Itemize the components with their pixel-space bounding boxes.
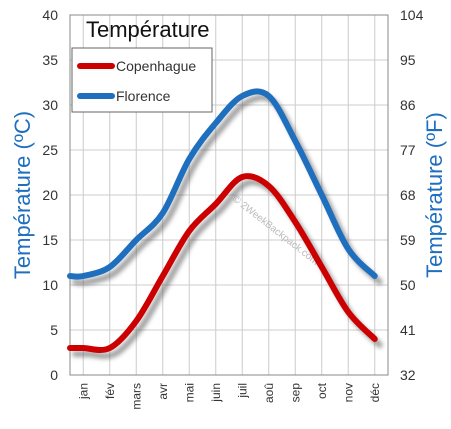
x-tick-labels: jan fév mars avr mai juin juil aoû sep oct nov déc (76, 382, 382, 409)
x-tick-label: avr (156, 383, 170, 400)
x-tick-label: déc (368, 383, 382, 402)
x-tick-label: juin (209, 383, 223, 403)
x-tick-label: juil (235, 383, 249, 399)
x-tick-label: jan (76, 383, 90, 400)
legend: Copenhague Florence (71, 47, 213, 113)
left-y-tick-label: 25 (42, 142, 58, 158)
right-y-tick-label: 32 (400, 367, 416, 383)
right-y-tick-label: 104 (400, 7, 424, 23)
right-y-tick-label: 86 (400, 97, 416, 113)
left-y-tick-label: 40 (42, 7, 58, 23)
x-tick-label: aoû (262, 383, 276, 403)
x-tick-label: mai (182, 383, 196, 402)
left-y-tick-label: 10 (42, 277, 58, 293)
right-y-tick-label: 50 (400, 277, 416, 293)
x-tick-label: sep (288, 383, 302, 403)
series-line-copenhague (67, 173, 378, 353)
left-y-tick-label: 5 (50, 322, 58, 338)
x-tick-label: mars (129, 383, 143, 410)
legend-box (71, 47, 213, 113)
right-y-tick-label: 77 (400, 142, 416, 158)
series-lines (67, 88, 378, 353)
left-axis-title: Température (ºC) (10, 111, 35, 279)
left-y-tick-label: 20 (42, 187, 58, 203)
plot-frame (69, 14, 389, 376)
right-y-tick-label: 59 (400, 232, 416, 248)
legend-label-copenhague: Copenhague (116, 58, 196, 74)
x-tick-label: oct (315, 382, 329, 399)
chart-title: Température (86, 17, 210, 42)
x-tick-label: nov (341, 383, 355, 402)
right-y-tick-label: 68 (400, 187, 416, 203)
left-y-tick-label: 35 (42, 52, 58, 68)
right-y-tick-labels: 32 41 50 59 68 77 86 95 104 (400, 7, 424, 383)
legend-label-florence: Florence (116, 88, 171, 104)
left-y-tick-label: 15 (42, 232, 58, 248)
x-tick-label: fév (103, 383, 117, 399)
left-y-tick-label: 30 (42, 97, 58, 113)
left-y-tick-label: 0 (50, 367, 58, 383)
series-line-florence (67, 88, 378, 280)
right-y-tick-label: 95 (400, 52, 416, 68)
right-y-tick-label: 41 (400, 322, 416, 338)
right-axis-title: Température (ºF) (422, 112, 447, 278)
left-y-tick-labels: 0 5 10 15 20 25 30 35 40 (42, 7, 58, 383)
watermark: © 2WeekBackpack.com (230, 194, 320, 268)
